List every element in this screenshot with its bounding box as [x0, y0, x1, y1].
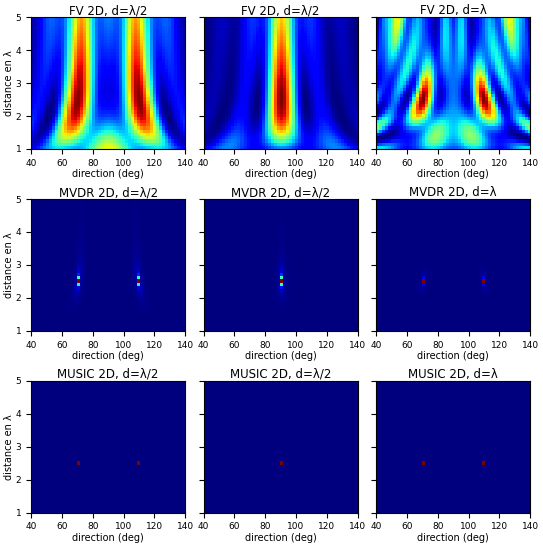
X-axis label: direction (deg): direction (deg) [72, 351, 144, 361]
Title: MUSIC 2D, d=λ/2: MUSIC 2D, d=λ/2 [230, 368, 331, 381]
X-axis label: direction (deg): direction (deg) [245, 169, 317, 179]
X-axis label: direction (deg): direction (deg) [72, 169, 144, 179]
Title: MVDR 2D, d=λ/2: MVDR 2D, d=λ/2 [59, 186, 157, 199]
X-axis label: direction (deg): direction (deg) [418, 351, 489, 361]
X-axis label: direction (deg): direction (deg) [245, 533, 317, 543]
Title: MVDR 2D, d=λ/2: MVDR 2D, d=λ/2 [231, 186, 330, 199]
Title: MUSIC 2D, d=λ: MUSIC 2D, d=λ [408, 368, 498, 381]
X-axis label: direction (deg): direction (deg) [245, 351, 317, 361]
Title: MVDR 2D, d=λ: MVDR 2D, d=λ [409, 186, 497, 199]
X-axis label: direction (deg): direction (deg) [72, 533, 144, 543]
Title: FV 2D, d=λ/2: FV 2D, d=λ/2 [242, 4, 320, 17]
X-axis label: direction (deg): direction (deg) [418, 169, 489, 179]
X-axis label: direction (deg): direction (deg) [418, 533, 489, 543]
Y-axis label: distance en λ: distance en λ [4, 414, 14, 480]
Title: FV 2D, d=λ: FV 2D, d=λ [420, 4, 487, 17]
Y-axis label: distance en λ: distance en λ [4, 232, 14, 298]
Title: MUSIC 2D, d=λ/2: MUSIC 2D, d=λ/2 [58, 368, 159, 381]
Title: FV 2D, d=λ/2: FV 2D, d=λ/2 [69, 4, 147, 17]
Y-axis label: distance en λ: distance en λ [4, 50, 14, 116]
